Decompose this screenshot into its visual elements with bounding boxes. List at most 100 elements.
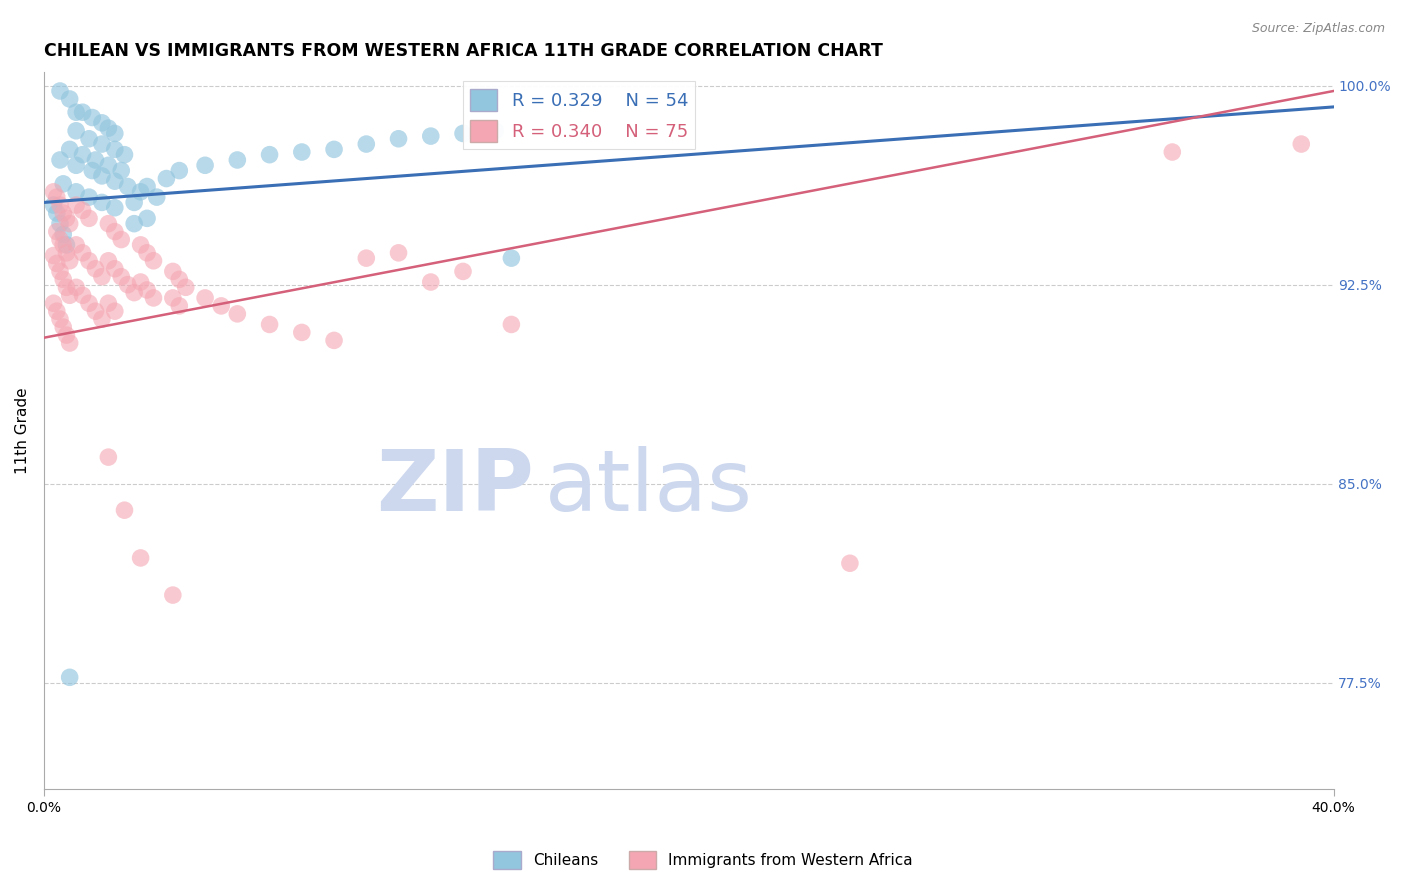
Point: [59, 670, 82, 684]
Point: [451, 127, 474, 141]
Point: [97, 217, 120, 231]
Point: [169, 299, 191, 313]
Point: [104, 174, 127, 188]
Point: [419, 275, 441, 289]
Point: [323, 334, 346, 348]
Point: [72, 105, 94, 120]
Point: [174, 280, 197, 294]
Point: [117, 277, 139, 292]
Point: [90, 137, 112, 152]
Point: [226, 153, 249, 167]
Point: [65, 124, 87, 138]
Point: [55, 238, 77, 252]
Point: [162, 291, 184, 305]
Point: [104, 225, 127, 239]
Y-axis label: 11th Grade: 11th Grade: [15, 387, 30, 474]
Point: [77, 211, 100, 226]
Point: [77, 253, 100, 268]
Point: [226, 307, 249, 321]
Point: [90, 169, 112, 183]
Text: ZIP: ZIP: [377, 446, 534, 529]
Point: [501, 318, 523, 332]
Point: [90, 116, 112, 130]
Point: [169, 272, 191, 286]
Point: [45, 225, 67, 239]
Point: [59, 336, 82, 351]
Point: [501, 251, 523, 265]
Point: [104, 261, 127, 276]
Point: [52, 238, 75, 252]
Point: [90, 269, 112, 284]
Point: [65, 105, 87, 120]
Point: [136, 211, 159, 226]
Point: [65, 280, 87, 294]
Point: [42, 296, 65, 310]
Point: [259, 318, 281, 332]
Point: [42, 248, 65, 262]
Point: [45, 256, 67, 270]
Point: [117, 179, 139, 194]
Point: [110, 233, 132, 247]
Point: [90, 195, 112, 210]
Point: [145, 190, 167, 204]
Point: [194, 291, 217, 305]
Point: [59, 253, 82, 268]
Point: [104, 304, 127, 318]
Point: [55, 328, 77, 343]
Point: [155, 171, 177, 186]
Point: [129, 185, 152, 199]
Point: [55, 280, 77, 294]
Point: [55, 245, 77, 260]
Point: [49, 233, 72, 247]
Point: [114, 503, 136, 517]
Point: [1291, 137, 1313, 152]
Point: [45, 190, 67, 204]
Point: [59, 142, 82, 156]
Text: Source: ZipAtlas.com: Source: ZipAtlas.com: [1251, 22, 1385, 36]
Point: [82, 111, 104, 125]
Point: [52, 227, 75, 242]
Point: [142, 291, 165, 305]
Point: [84, 153, 107, 167]
Point: [59, 92, 82, 106]
Point: [49, 84, 72, 98]
Point: [59, 217, 82, 231]
Point: [82, 163, 104, 178]
Point: [97, 253, 120, 268]
Point: [451, 264, 474, 278]
Point: [65, 198, 87, 212]
Point: [72, 147, 94, 161]
Point: [52, 206, 75, 220]
Legend: Chileans, Immigrants from Western Africa: Chileans, Immigrants from Western Africa: [486, 845, 920, 875]
Point: [104, 201, 127, 215]
Point: [65, 158, 87, 172]
Point: [291, 145, 314, 159]
Point: [97, 296, 120, 310]
Point: [42, 198, 65, 212]
Point: [387, 132, 409, 146]
Text: CHILEAN VS IMMIGRANTS FROM WESTERN AFRICA 11TH GRADE CORRELATION CHART: CHILEAN VS IMMIGRANTS FROM WESTERN AFRIC…: [44, 42, 883, 60]
Point: [122, 285, 145, 300]
Point: [209, 299, 232, 313]
Point: [110, 163, 132, 178]
Point: [97, 121, 120, 136]
Point: [387, 245, 409, 260]
Point: [838, 556, 860, 570]
Point: [259, 147, 281, 161]
Point: [77, 132, 100, 146]
Point: [104, 142, 127, 156]
Point: [77, 296, 100, 310]
Point: [49, 153, 72, 167]
Point: [42, 185, 65, 199]
Point: [122, 217, 145, 231]
Point: [1161, 145, 1184, 159]
Point: [45, 304, 67, 318]
Point: [129, 550, 152, 565]
Point: [77, 190, 100, 204]
Point: [65, 238, 87, 252]
Point: [419, 129, 441, 144]
Legend: R = 0.329    N = 54, R = 0.340    N = 75: R = 0.329 N = 54, R = 0.340 N = 75: [463, 81, 696, 149]
Point: [136, 245, 159, 260]
Point: [84, 261, 107, 276]
Point: [136, 283, 159, 297]
